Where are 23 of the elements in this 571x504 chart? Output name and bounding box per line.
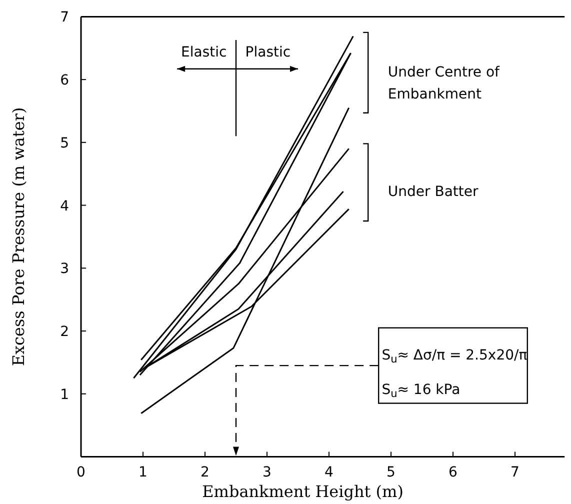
x-axis-title: Embankment Height (m) (202, 482, 404, 501)
y-tick-label: 2 (60, 324, 69, 340)
x-tick-label: 1 (138, 464, 148, 481)
y-tick-label: 7 (60, 10, 69, 26)
x-tick-label: 7 (510, 464, 520, 481)
annotation: Under Centre of Embankment (388, 64, 501, 102)
annotation: S$_{u}$≈ 16 kPa (382, 382, 460, 400)
y-tick-label: 4 (60, 198, 70, 214)
annotation: Under Batter (388, 184, 478, 200)
x-tick-label: 3 (262, 464, 272, 481)
annotation: S$_{u}$≈ Δσ/π = 2.5x20/π (382, 347, 528, 366)
x-tick-label: 6 (448, 464, 458, 481)
y-tick-label: 3 (60, 261, 69, 278)
x-tick-label: 0 (76, 464, 86, 481)
y-tick-label: 1 (60, 386, 69, 403)
y-axis-title: Excess Pore Pressure (m water) (9, 107, 28, 366)
y-tick-label: 6 (60, 72, 70, 89)
y-tick-label: 5 (60, 135, 69, 152)
annotation: Plastic (245, 44, 291, 60)
x-tick-label: 2 (200, 464, 210, 481)
x-tick-label: 4 (324, 464, 334, 481)
x-tick-label: 5 (386, 464, 396, 481)
annotation: Elastic (181, 44, 227, 60)
